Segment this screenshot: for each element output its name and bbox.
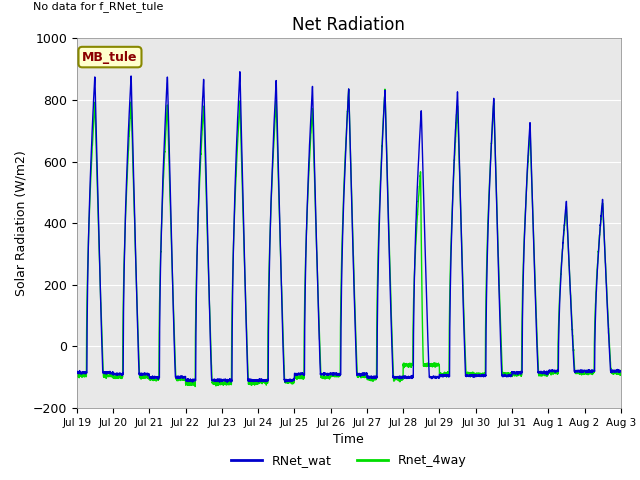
Y-axis label: Solar Radiation (W/m2): Solar Radiation (W/m2): [14, 150, 27, 296]
Legend: RNet_wat, Rnet_4way: RNet_wat, Rnet_4way: [226, 449, 472, 472]
Text: No data for f_RNet_tule: No data for f_RNet_tule: [33, 1, 164, 12]
Title: Net Radiation: Net Radiation: [292, 16, 405, 34]
Text: MB_tule: MB_tule: [82, 50, 138, 63]
X-axis label: Time: Time: [333, 433, 364, 446]
